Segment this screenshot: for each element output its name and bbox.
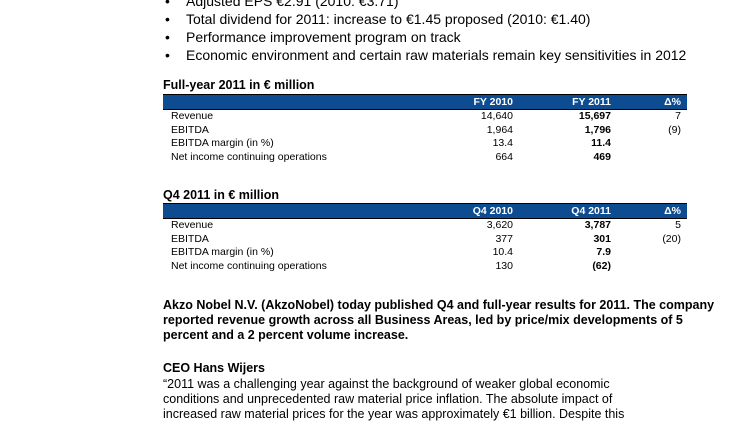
cell-current: 3,787 [584, 219, 611, 231]
cell-current: 15,697 [578, 110, 611, 122]
cell-current: 7.9 [596, 246, 611, 258]
cell-prior: 13.4 [492, 137, 513, 149]
bullet-text: Adjusted EPS €2.91 (2010: €3.71) [186, 0, 399, 9]
row-label: EBITDA [171, 123, 209, 136]
bullet-text: Total dividend for 2011: increase to €1.… [186, 11, 591, 27]
row-label: Net income continuing operations [171, 150, 327, 163]
cell-prior: 130 [495, 259, 513, 272]
list-item: • Adjusted EPS €2.91 (2010: €3.71) [163, 0, 686, 10]
cell-current: 469 [593, 150, 611, 163]
cell-prior: 3,620 [486, 219, 513, 231]
table-row: EBITDA 1,964 1,796 (9) [163, 124, 687, 138]
cell-delta: (20) [662, 232, 681, 245]
bullet-icon: • [165, 0, 170, 9]
table-header: FY 2010 FY 2011 Δ% [163, 94, 687, 110]
row-label: EBITDA [171, 232, 209, 245]
table-row: Revenue 14,640 15,697 7 [163, 110, 687, 124]
list-item: • Performance improvement program on trac… [163, 28, 686, 46]
row-label: EBITDA margin (in %) [171, 137, 274, 149]
table-row: EBITDA margin (in %) 10.4 7.9 [163, 246, 687, 260]
bullet-icon: • [165, 47, 170, 63]
column-header-fy2011: FY 2011 [572, 96, 611, 108]
column-header-q42011: Q4 2011 [571, 205, 611, 217]
row-label: Revenue [171, 219, 214, 231]
row-label: Net income continuing operations [171, 259, 327, 272]
column-header-delta: Δ% [664, 205, 681, 217]
row-label: EBITDA margin (in %) [171, 246, 274, 258]
cell-current: 1,796 [584, 123, 611, 136]
list-item: • Economic environment and certain raw ma… [163, 46, 686, 64]
table-row: Revenue 3,620 3,787 5 [163, 219, 687, 233]
cell-prior: 1,964 [486, 123, 513, 136]
table-row: EBITDA 377 301 (20) [163, 233, 687, 247]
table-row: Net income continuing operations 130 (62… [163, 260, 687, 274]
table-row: Net income continuing operations 664 469 [163, 151, 687, 165]
highlights-list: • Adjusted EPS €2.91 (2010: €3.71) • Total… [163, 0, 686, 64]
cell-current: (62) [592, 259, 611, 272]
table-row: EBITDA margin (in %) 13.4 11.4 [163, 137, 687, 151]
ceo-quote-line: increased raw material prices for the ye… [163, 407, 625, 421]
ceo-quote: “2011 was a challenging year against the… [163, 377, 723, 422]
cell-prior: 664 [495, 150, 513, 163]
bullet-icon: • [165, 29, 170, 45]
cell-current: 11.4 [591, 137, 611, 149]
cell-delta: 5 [675, 219, 681, 231]
column-header-delta: Δ% [664, 96, 681, 108]
fy-results-table: FY 2010 FY 2011 Δ% Revenue 14,640 15,697… [163, 94, 687, 164]
column-header-q42010: Q4 2010 [472, 205, 513, 217]
q4-results-table: Q4 2010 Q4 2011 Δ% Revenue 3,620 3,787 5… [163, 203, 687, 273]
row-label: Revenue [171, 110, 214, 122]
q4-table-title: Q4 2011 in € million [163, 188, 280, 202]
ceo-heading: CEO Hans Wijers [163, 361, 266, 375]
bullet-text: Economic environment and certain raw mat… [186, 47, 687, 63]
bullet-text: Performance improvement program on track [186, 29, 461, 45]
table-header: Q4 2010 Q4 2011 Δ% [163, 203, 687, 219]
cell-prior: 377 [495, 232, 513, 245]
cell-delta: (9) [668, 123, 681, 136]
intro-paragraph: Akzo Nobel N.V. (AkzoNobel) today publis… [163, 298, 715, 342]
list-item: • Total dividend for 2011: increase to €1… [163, 10, 686, 28]
cell-delta: 7 [675, 110, 681, 122]
cell-prior: 10.4 [492, 246, 513, 258]
fy-table-title: Full-year 2011 in € million [163, 78, 315, 92]
cell-prior: 14,640 [480, 110, 513, 122]
bullet-icon: • [165, 11, 170, 27]
ceo-quote-line: “2011 was a challenging year against the… [163, 377, 610, 391]
cell-current: 301 [593, 232, 611, 245]
column-header-fy2010: FY 2010 [473, 96, 513, 108]
ceo-quote-line: conditions and unprecedented raw materia… [163, 392, 613, 406]
